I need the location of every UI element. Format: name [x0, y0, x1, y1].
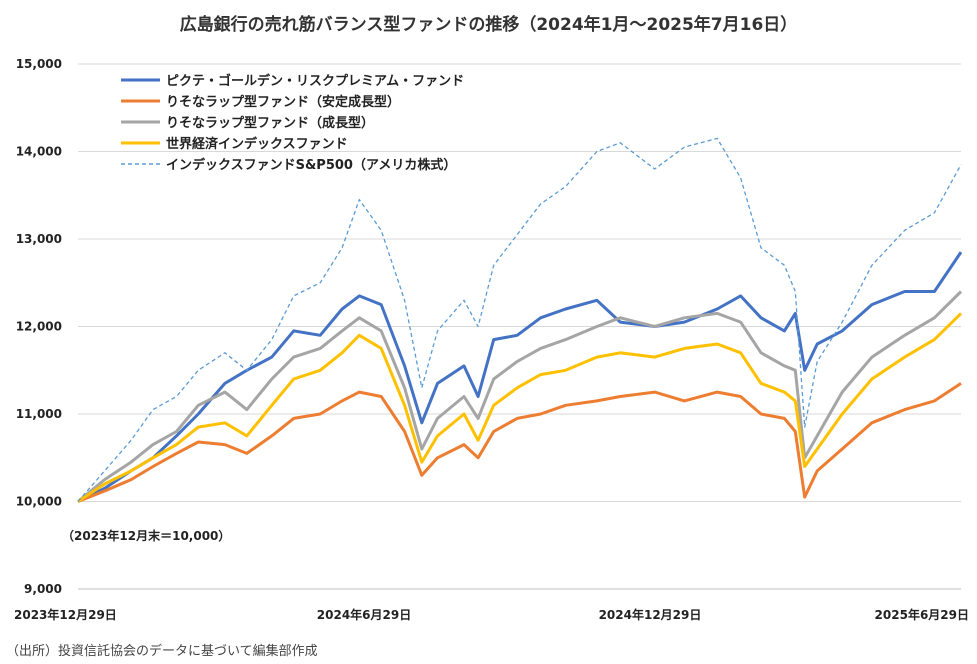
- series-line: [77, 251, 963, 503]
- legend-label: りそなラップ型ファンド（成長型）: [166, 115, 374, 131]
- legend-label: 世界経済インデックスファンド: [166, 136, 348, 152]
- legend-label: ピクテ・ゴールデン・リスクプレミアム・ファンド: [166, 73, 464, 89]
- y-tick-label: 15,000: [16, 57, 62, 71]
- y-tick-label: 13,000: [16, 232, 62, 246]
- series-line: [77, 312, 963, 503]
- series-line: [77, 137, 962, 502]
- x-tick-label: 2023年12月29日: [14, 607, 117, 622]
- y-tick-label: 11,000: [16, 407, 62, 421]
- base-note: （2023年12月末＝10,000）: [62, 528, 230, 543]
- y-tick-label: 9,000: [24, 582, 62, 596]
- x-tick-label: 2025年6月29日: [875, 607, 969, 622]
- chart-title: 広島銀行の売れ筋バランス型ファンドの推移（2024年1月～2025年7月16日）: [179, 15, 798, 35]
- y-tick-label: 10,000: [16, 495, 62, 509]
- y-tick-label: 12,000: [16, 320, 62, 334]
- y-tick-label: 14,000: [16, 145, 62, 159]
- source-note: （出所）投資信託協会のデータに基づいて編集部作成: [6, 644, 318, 659]
- legend-label: りそなラップ型ファンド（安定成長型）: [166, 94, 400, 110]
- series-line: [77, 382, 962, 503]
- x-tick-label: 2024年6月29日: [317, 607, 411, 622]
- x-tick-label: 2024年12月29日: [599, 607, 702, 622]
- series-line: [77, 290, 963, 503]
- legend-label: インデックスファンドS&P500（アメリカ株式）: [166, 157, 456, 173]
